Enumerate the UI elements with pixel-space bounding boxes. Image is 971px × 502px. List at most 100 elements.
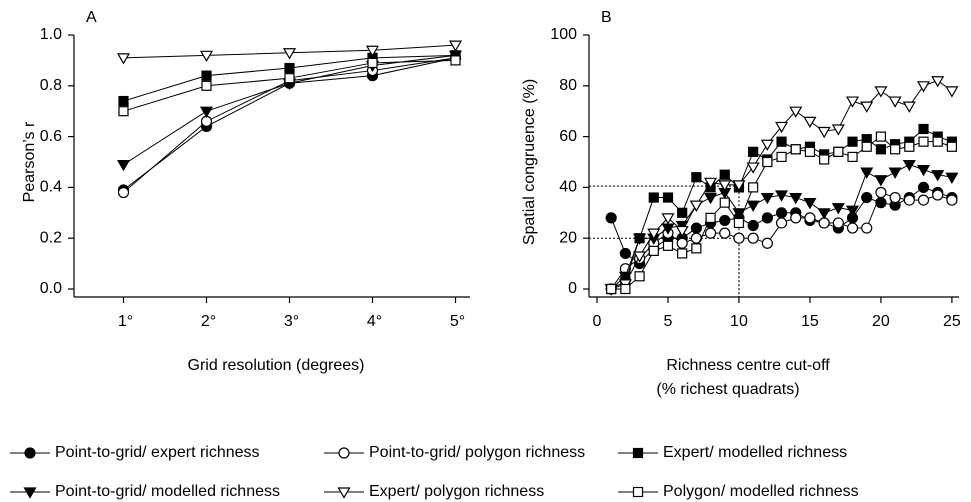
y-tick-label: 0.6 <box>40 128 62 145</box>
data-point <box>284 73 295 84</box>
data-point <box>945 86 959 98</box>
legend-label: Expert/ polygon richness <box>369 483 544 500</box>
data-point <box>875 186 887 199</box>
data-point <box>284 62 295 74</box>
x-tick-label: 1° <box>118 313 133 330</box>
legend-marker <box>337 487 351 499</box>
data-point <box>719 214 731 227</box>
data-point <box>847 136 858 147</box>
data-point <box>889 191 901 204</box>
legend-entry: Point-to-grid/ polygon richness <box>324 444 585 461</box>
y-tick-label: 0.0 <box>40 280 62 297</box>
data-point <box>704 192 718 205</box>
data-point <box>661 213 675 225</box>
data-point <box>748 146 759 157</box>
data-point <box>689 200 703 212</box>
data-point <box>932 136 943 147</box>
data-point <box>618 271 632 283</box>
y-tick-label: 60 <box>559 128 577 145</box>
data-point <box>776 151 787 163</box>
data-point <box>705 212 716 223</box>
legend-marker <box>24 447 36 459</box>
data-point <box>282 48 297 60</box>
data-point <box>804 146 816 157</box>
data-point <box>845 205 860 217</box>
data-point <box>790 212 802 224</box>
data-point <box>450 55 461 66</box>
data-point <box>619 247 631 260</box>
data-point <box>831 203 845 215</box>
data-point <box>846 222 859 234</box>
data-point <box>832 217 844 229</box>
legend-marker <box>632 447 644 459</box>
data-point <box>691 243 702 254</box>
y-tick-label: 1.0 <box>40 26 62 43</box>
data-point <box>747 232 759 244</box>
x-tick-label: 20 <box>872 313 890 330</box>
data-point <box>733 217 745 229</box>
legend-entry: Expert/ polygon richness <box>324 483 544 500</box>
data-point <box>634 271 645 282</box>
data-point <box>761 237 773 249</box>
x-axis-label: Grid resolution (degrees) <box>188 357 365 374</box>
panel-label: A <box>86 9 97 26</box>
data-point <box>117 186 130 199</box>
x-tick-label: 5° <box>450 313 465 330</box>
data-point <box>775 207 788 219</box>
data-point <box>690 222 702 234</box>
data-point <box>747 219 759 232</box>
y-tick-label: 40 <box>559 179 577 196</box>
data-point <box>861 191 873 204</box>
y-tick-label: 0 <box>568 280 577 297</box>
data-point <box>917 194 930 206</box>
data-point <box>718 180 732 192</box>
data-point <box>789 106 803 118</box>
data-point <box>902 101 916 113</box>
data-point <box>932 189 944 201</box>
legend-entry: Point-to-grid/ modelled richness <box>10 483 280 500</box>
data-point <box>719 169 730 180</box>
legend-label: Expert/ modelled richness <box>663 444 847 461</box>
data-point <box>605 212 617 224</box>
data-point <box>746 162 760 174</box>
series-line <box>610 191 953 290</box>
data-point <box>831 124 845 136</box>
data-point <box>775 217 788 229</box>
data-point <box>365 45 380 57</box>
data-point <box>875 131 887 142</box>
data-point <box>860 167 874 179</box>
data-point <box>116 53 131 65</box>
data-point <box>916 81 931 93</box>
data-point <box>803 116 817 129</box>
data-point <box>804 212 816 224</box>
data-point <box>762 156 773 168</box>
data-point <box>888 167 902 179</box>
y-tick-label: 100 <box>550 26 577 43</box>
legend-label: Point-to-grid/ modelled richness <box>55 483 280 500</box>
data-point <box>733 232 745 244</box>
data-point <box>719 197 730 208</box>
data-point <box>817 208 831 220</box>
data-point <box>845 96 860 108</box>
data-point <box>946 141 958 152</box>
data-point <box>760 192 774 205</box>
data-point <box>918 136 929 147</box>
data-point <box>648 245 659 256</box>
x-axis-label: Richness centre cut-off <box>666 357 830 374</box>
data-point <box>931 76 945 88</box>
data-point <box>860 101 874 113</box>
data-point <box>199 50 214 63</box>
data-point <box>633 251 647 263</box>
x-tick-label: 0 <box>593 313 602 330</box>
series-line <box>611 80 953 290</box>
y-tick-label: 0.2 <box>40 229 62 246</box>
data-point <box>606 283 617 295</box>
data-point <box>620 283 631 295</box>
data-point <box>874 86 888 98</box>
data-point <box>677 207 688 218</box>
data-point <box>662 240 674 251</box>
data-point <box>861 222 873 234</box>
x-tick-label: 25 <box>943 313 961 330</box>
data-point <box>775 121 789 134</box>
panel-label: B <box>601 9 612 26</box>
